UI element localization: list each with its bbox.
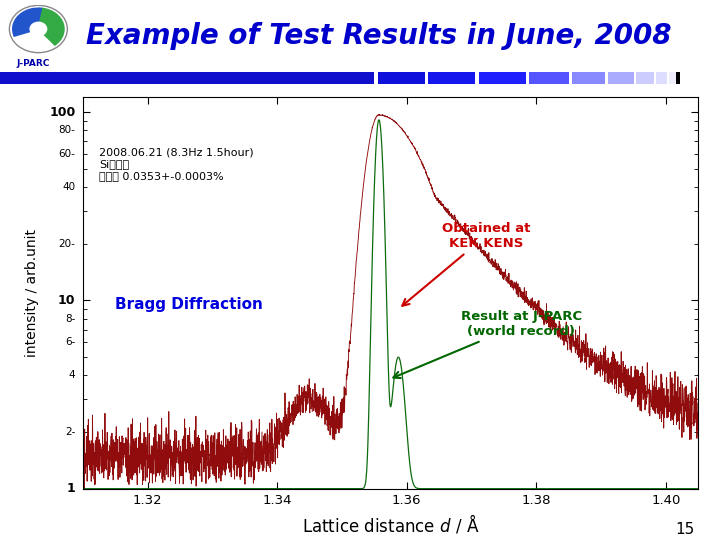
Text: Result at J-PARC
(world record): Result at J-PARC (world record) — [393, 310, 582, 378]
Text: Obtained at
KEK KENS: Obtained at KEK KENS — [402, 222, 530, 306]
Bar — [636, 72, 654, 84]
Bar — [669, 72, 676, 84]
Text: 1: 1 — [67, 482, 76, 495]
Bar — [656, 72, 667, 84]
Bar — [378, 72, 425, 84]
Bar — [605, 72, 608, 84]
Bar — [526, 72, 529, 84]
Bar — [374, 72, 378, 84]
Bar — [479, 72, 526, 84]
Text: 2008.06.21 (8.3Hz 1.5hour)
Si単結晶
分解能 0.0353+-0.0003%: 2008.06.21 (8.3Hz 1.5hour) Si単結晶 分解能 0.0… — [99, 147, 253, 180]
Text: 6-: 6- — [65, 337, 76, 347]
Circle shape — [30, 22, 47, 36]
Y-axis label: intensity / arb.unit: intensity / arb.unit — [25, 229, 39, 357]
Wedge shape — [38, 9, 64, 45]
Text: Example of Test Results in June, 2008: Example of Test Results in June, 2008 — [86, 23, 672, 50]
Text: 2-: 2- — [65, 427, 76, 437]
Bar — [475, 72, 479, 84]
Text: 80-: 80- — [58, 125, 76, 136]
Bar — [654, 72, 656, 84]
Bar — [428, 72, 475, 84]
Bar — [529, 72, 569, 84]
Text: 60-: 60- — [58, 149, 76, 159]
Text: 10: 10 — [58, 294, 76, 307]
Bar — [634, 72, 636, 84]
Text: 40: 40 — [63, 182, 76, 192]
Bar — [572, 72, 605, 84]
Text: 20-: 20- — [58, 239, 76, 249]
Text: 15: 15 — [675, 522, 695, 537]
Text: J-PARC: J-PARC — [16, 59, 50, 68]
Bar — [608, 72, 634, 84]
Wedge shape — [13, 8, 42, 36]
Text: 4: 4 — [69, 370, 76, 380]
Bar — [667, 72, 669, 84]
Bar — [425, 72, 428, 84]
Bar — [676, 72, 680, 84]
X-axis label: Lattice distance $d$ / Å: Lattice distance $d$ / Å — [302, 512, 480, 535]
Text: 100: 100 — [49, 106, 76, 119]
Text: Bragg Diffraction: Bragg Diffraction — [115, 297, 263, 312]
Bar — [0, 72, 374, 84]
Text: 8-: 8- — [65, 314, 76, 323]
Bar — [569, 72, 572, 84]
